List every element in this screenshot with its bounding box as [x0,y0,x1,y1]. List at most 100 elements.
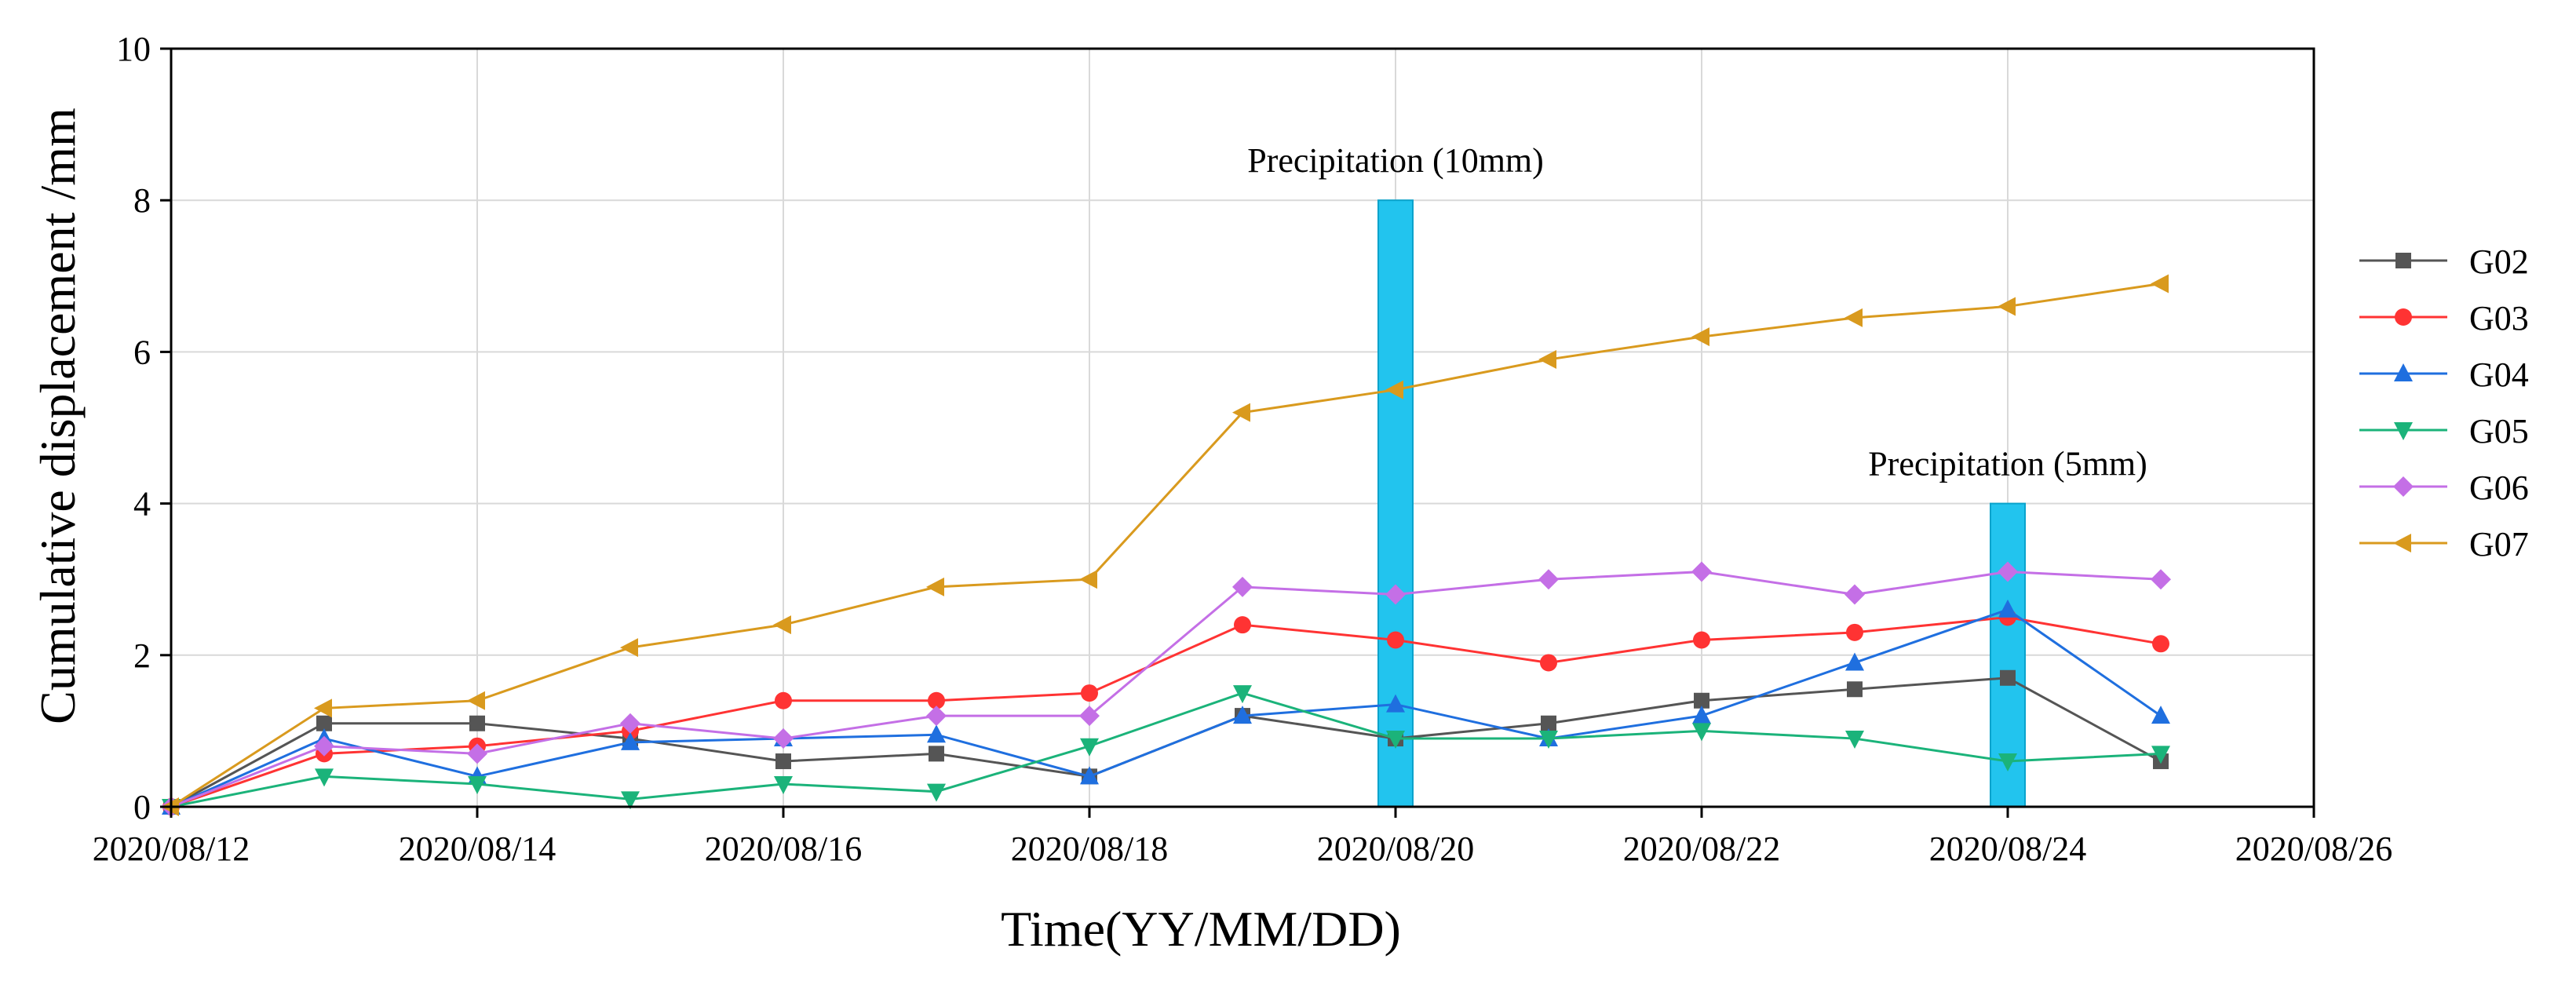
precipitation-label: Precipitation (10mm) [1247,141,1544,180]
data-point-g04 [2151,706,2170,724]
precipitation-label: Precipitation (5mm) [1868,445,2147,483]
series-line-g05 [170,691,2162,808]
x-tick-label: 2020/08/16 [705,830,862,868]
data-point-g06 [1538,569,1559,590]
series-line-g06 [170,571,2162,808]
data-point-g04 [1998,599,2017,618]
series-lines [161,274,2171,817]
data-point-g07 [926,577,944,596]
data-point-g03 [928,691,945,709]
data-point-g03 [1540,654,1557,672]
data-point-g07 [1385,380,1403,399]
data-point-g05 [468,776,487,795]
data-point-g06 [773,728,794,749]
data-point-g04 [1080,766,1099,785]
data-point-g05 [1539,731,1558,749]
data-point-g05 [1386,731,1405,749]
data-point-g07 [773,615,791,635]
data-point-g06 [467,743,487,764]
data-point-g07 [1079,570,1097,589]
data-point-g07 [314,698,332,718]
data-point-g05 [1845,731,1864,749]
data-point-g07 [467,691,485,710]
data-point-g04 [1386,694,1405,713]
data-point-g05 [1080,738,1099,757]
x-axis-title: Time(YY/MM/DD) [1001,901,1401,957]
y-tick-label: 6 [133,333,151,371]
data-point-g07 [1538,350,1556,370]
data-point-g07 [1232,403,1250,422]
y-axis-title: Cumulative displacement /mm [30,108,86,724]
data-point-g05 [927,783,946,802]
legend-item-g07: G07 [2359,525,2529,563]
y-tick-label: 8 [133,181,151,220]
legend-label: G06 [2469,469,2529,507]
series-g06 [161,561,2171,817]
data-point-g03 [1846,623,1863,641]
data-point-g04 [621,731,640,750]
data-point-g03 [1081,684,1098,702]
series-line-g03 [170,615,2162,808]
data-point-g02 [1694,692,1709,709]
data-point-g03 [775,691,792,709]
data-point-g05 [315,768,334,787]
data-point-g07 [2151,274,2169,294]
data-point-g06 [1385,584,1406,605]
legend-label: G07 [2469,525,2529,563]
data-point-g06 [620,713,640,734]
legend-label: G04 [2469,356,2529,394]
data-point-g02 [316,715,332,731]
x-tick-label: 2020/08/14 [399,830,556,868]
axis-ticks: 2020/08/12 2020/08/14 2020/08/16 2020/08/18… [93,30,2392,868]
data-point-g03 [1387,631,1404,649]
series-line-g07 [170,282,2162,808]
legend-item-g04: G04 [2359,356,2529,394]
data-point-g02 [1541,715,1556,731]
data-point-g06 [1691,561,1712,582]
x-tick-label: 2020/08/20 [1317,830,1474,868]
series-g07 [161,274,2169,816]
series-g02 [163,669,2169,815]
data-point-g03 [2152,635,2169,653]
data-point-g04 [1692,706,1711,724]
data-point-g02 [469,715,485,731]
data-point-g04 [1845,652,1864,671]
y-tick-label: 2 [133,636,151,675]
data-point-g07 [1844,308,1863,327]
plot-frame [170,47,2315,808]
data-point-g02 [2000,669,2016,686]
series-g05 [162,685,2170,817]
legend-label: G03 [2469,299,2529,337]
data-point-g06 [314,735,334,757]
legend: G02 G03 G04 G05 G06 G07 [2359,243,2529,563]
data-point-g05 [1233,685,1252,704]
legend-item-g02: G02 [2359,243,2529,281]
y-tick-label: 10 [116,30,151,68]
y-tick-label: 4 [133,485,151,523]
x-tick-label: 2020/08/22 [1623,830,1780,868]
data-point-g02 [929,746,944,762]
x-tick-label: 2020/08/24 [1929,830,2086,868]
series-line-g04 [170,608,2162,808]
legend-marker [2393,534,2411,552]
data-point-g06 [1844,584,1865,605]
data-point-g06 [1079,706,1100,727]
data-point-g06 [2151,569,2171,590]
legend-marker [2393,476,2414,497]
legend-marker [2394,363,2413,381]
data-point-g05 [1998,753,2017,772]
data-point-g07 [620,638,638,658]
data-point-g05 [1692,723,1711,742]
data-point-g03 [1234,616,1251,634]
data-point-g03 [1693,631,1710,649]
precipitation-bar [1377,199,1414,808]
legend-marker [2394,422,2413,440]
data-point-g05 [2151,746,2170,764]
x-tick-label: 2020/08/18 [1011,830,1168,868]
legend-label: G05 [2469,412,2529,450]
legend-item-g06: G06 [2359,469,2529,507]
data-point-g05 [774,776,793,795]
data-point-g06 [926,706,947,727]
x-tick-label: 2020/08/26 [2235,830,2392,868]
